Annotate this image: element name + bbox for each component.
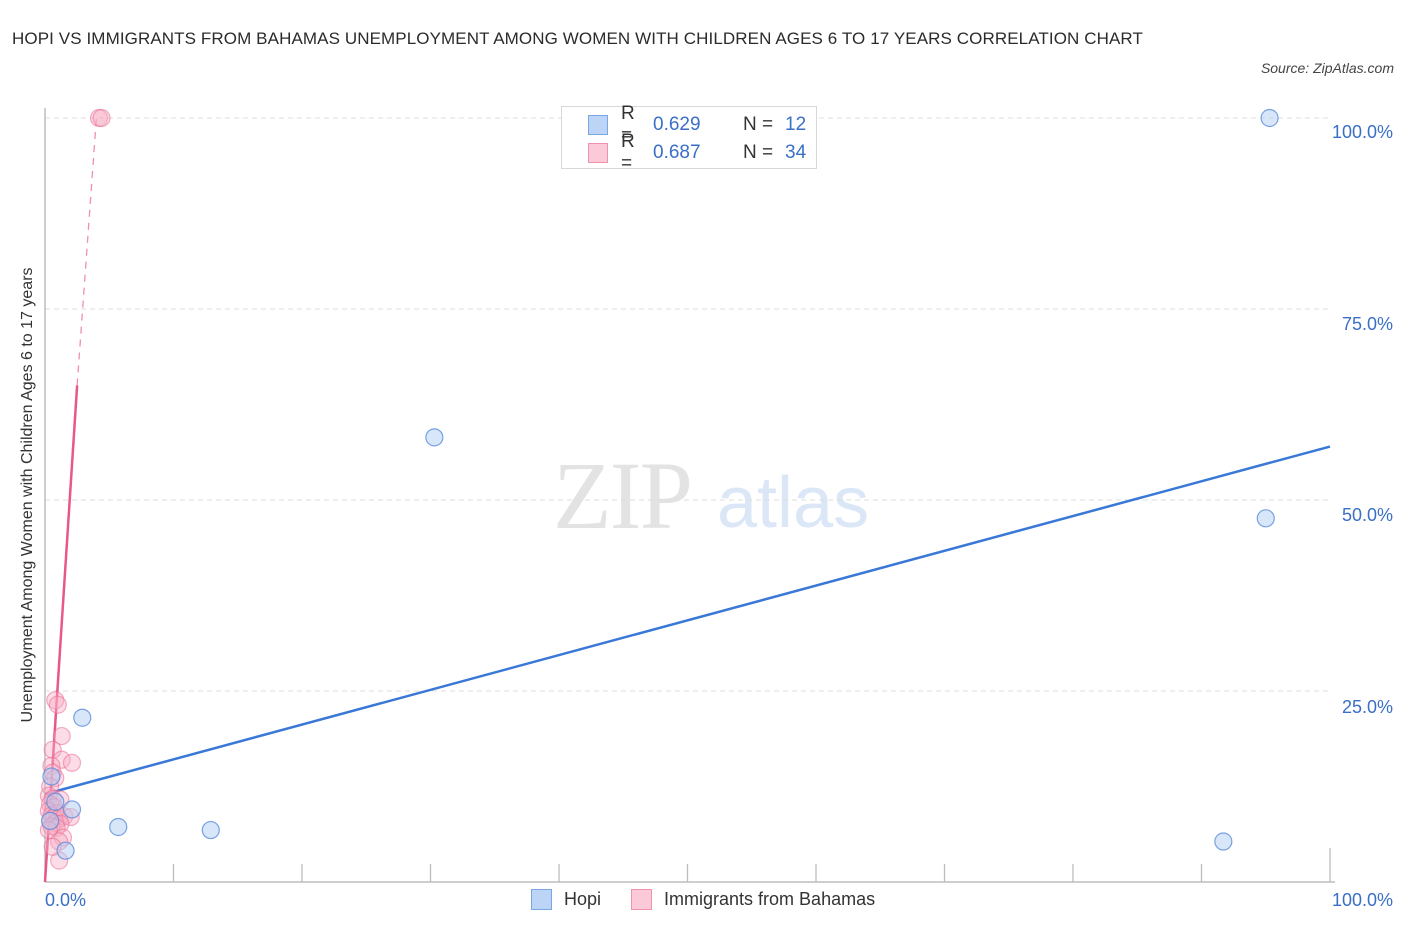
hopi-point[interactable] (201, 820, 220, 840)
source-label: Source: ZipAtlas.com (1260, 60, 1394, 76)
r-label: R = (621, 103, 635, 146)
bahamas-swatch-icon (588, 143, 608, 163)
y-axis-label: Unemployment Among Women with Children A… (19, 267, 36, 723)
bahamas-point[interactable] (48, 695, 67, 714)
y-tick-50: 50.0% (1341, 505, 1393, 525)
bahamas-trend-extension (76, 117, 98, 386)
hopi-point[interactable] (73, 708, 92, 727)
x-tick-0: 0.0% (45, 890, 87, 910)
hopi-point[interactable] (1256, 509, 1275, 528)
bahamas-point[interactable] (43, 740, 62, 759)
hopi-point[interactable] (56, 841, 75, 860)
r-label: R = (621, 131, 635, 174)
series-legend: Hopi Immigrants from Bahamas (531, 889, 905, 910)
hopi-point[interactable] (1214, 832, 1233, 851)
y-tick-25: 25.0% (1341, 697, 1393, 717)
n-label: N = (743, 142, 774, 163)
bahamas-points (39, 108, 111, 870)
bahamas-point[interactable] (92, 108, 111, 128)
correlation-legend: R = 0.629 N = 12 R = 0.687 N = 34 (561, 103, 817, 174)
x-tick-100: 100.0% (1331, 890, 1393, 910)
y-tick-100: 100.0% (1331, 122, 1393, 142)
legend-item-bahamas[interactable]: Immigrants from Bahamas (631, 889, 875, 910)
axes (44, 108, 1335, 883)
bahamas-point[interactable] (52, 750, 71, 769)
hopi-point[interactable] (42, 767, 61, 786)
legend-label-hopi: Hopi (564, 889, 602, 909)
hopi-point[interactable] (1260, 108, 1279, 128)
y-tick-75: 75.0% (1341, 314, 1393, 334)
n-label: N = (743, 114, 774, 135)
legend-row-bahamas: R = 0.687 N = 34 (588, 131, 807, 174)
hopi-trend-line (44, 445, 1331, 796)
hopi-point[interactable] (41, 811, 60, 830)
chart-title: HOPI VS IMMIGRANTS FROM BAHAMAS UNEMPLOY… (12, 29, 1143, 48)
legend-item-hopi[interactable]: Hopi (531, 889, 601, 910)
legend-row-hopi: R = 0.629 N = 12 (588, 103, 807, 146)
hopi-swatch-icon (531, 889, 552, 910)
bahamas-point[interactable] (62, 753, 82, 772)
hopi-point[interactable] (46, 792, 65, 811)
n-value: 34 (785, 142, 807, 163)
hopi-points (41, 108, 1279, 860)
bahamas-swatch-icon (631, 889, 653, 910)
legend-label-bahamas: Immigrants from Bahamas (664, 889, 876, 909)
hopi-swatch-icon (588, 115, 608, 135)
gridlines (45, 117, 1330, 692)
r-value: 0.629 (653, 114, 701, 135)
hopi-point[interactable] (62, 800, 82, 819)
hopi-point[interactable] (109, 817, 128, 837)
r-value: 0.687 (653, 142, 701, 163)
watermark-zip: ZIP (553, 442, 693, 549)
bahamas-point[interactable] (52, 726, 71, 746)
n-value: 12 (785, 114, 807, 135)
hopi-point[interactable] (425, 428, 444, 447)
watermark-atlas: atlas (717, 463, 870, 543)
